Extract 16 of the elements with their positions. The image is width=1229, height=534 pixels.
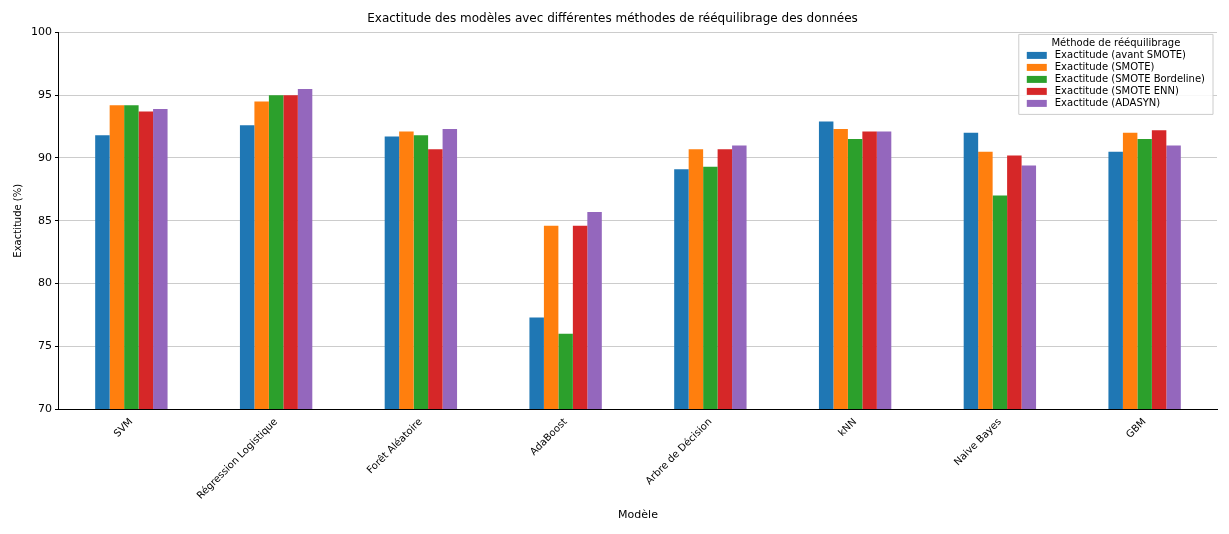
legend-title: Méthode de rééquilibrage: [1051, 36, 1181, 48]
legend-label: Exactitude (SMOTE): [1054, 60, 1155, 72]
legend-label: Exactitude (SMOTE Bordeline): [1054, 72, 1206, 84]
y-tick-label: 70: [38, 401, 52, 415]
x-axis-title: Modèle: [618, 508, 659, 522]
y-axis-title: Exactitude (%): [11, 183, 23, 258]
y-tick-label: 90: [38, 150, 52, 164]
y-tick-label: 100: [31, 25, 52, 39]
y-tick-label: 75: [38, 339, 52, 353]
y-tick-label: 95: [38, 88, 52, 102]
y-tick-label: 85: [38, 213, 52, 227]
legend-label: Exactitude (ADASYN): [1054, 96, 1161, 108]
legend-label: Exactitude (avant SMOTE): [1054, 48, 1187, 60]
chart-title: Exactitude des modèles avec différentes méthodes de rééquilibrage des données: [367, 11, 858, 26]
y-tick-label: 80: [38, 276, 52, 290]
legend-label: Exactitude (SMOTE ENN): [1054, 84, 1179, 96]
